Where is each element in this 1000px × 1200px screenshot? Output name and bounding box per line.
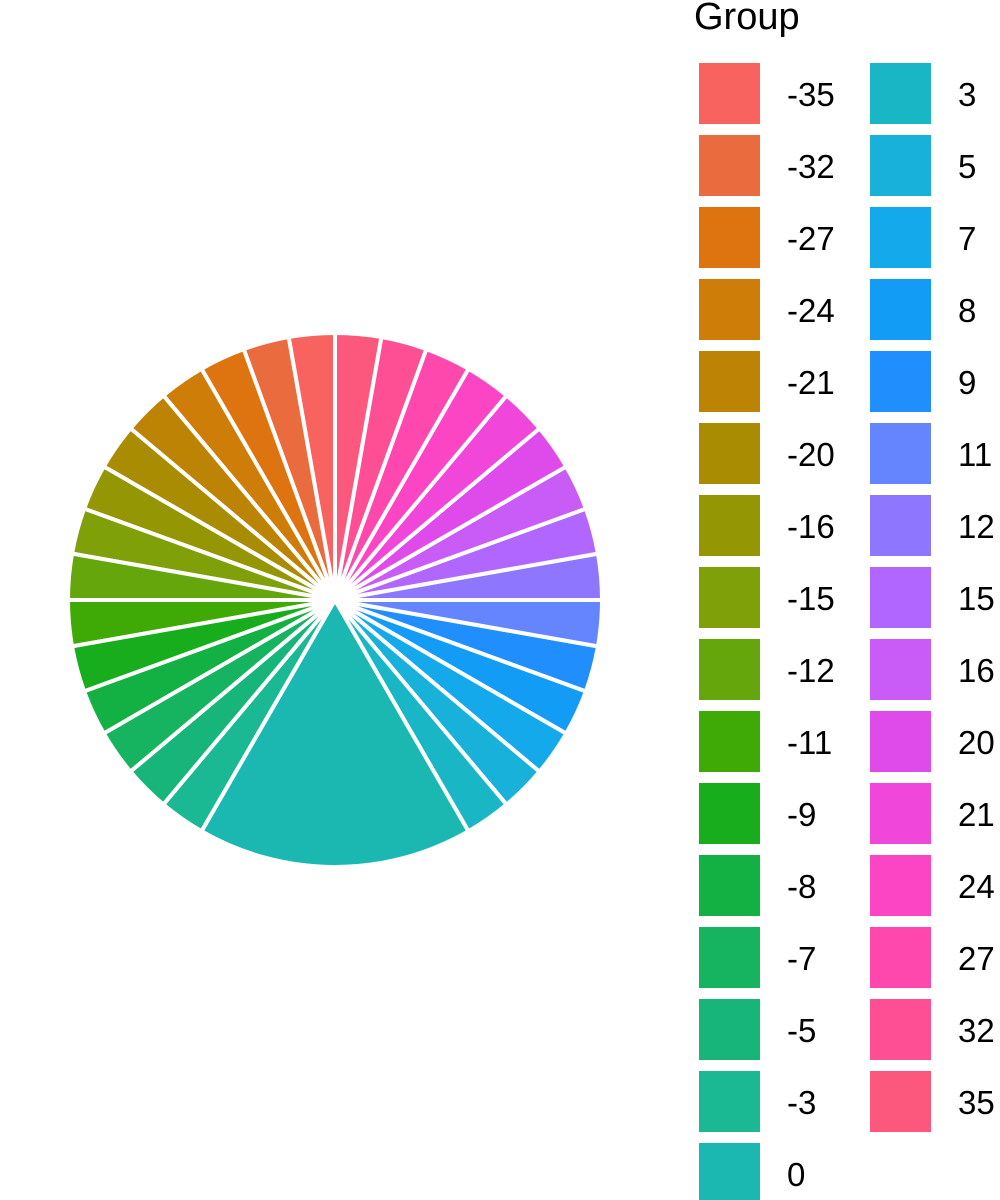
legend-swatch-3 <box>870 63 931 124</box>
legend-label-0: 0 <box>787 1156 805 1193</box>
legend-label-11: 11 <box>958 436 992 473</box>
legend-swatch--5 <box>699 999 760 1060</box>
legend-swatch--24 <box>699 279 760 340</box>
legend-swatch--16 <box>699 495 760 556</box>
pie-slice-0 <box>199 598 471 869</box>
legend-label-7: 7 <box>958 220 976 257</box>
legend-label--12: -12 <box>787 652 835 689</box>
legend-swatch-35 <box>870 1071 931 1132</box>
legend-swatch-27 <box>870 927 931 988</box>
legend-label-24: 24 <box>958 868 995 905</box>
legend-swatch--3 <box>699 1071 760 1132</box>
legend-swatch--35 <box>699 63 760 124</box>
legend-label--27: -27 <box>787 220 835 257</box>
legend-swatch-15 <box>870 567 931 628</box>
legend-swatch-11 <box>870 423 931 484</box>
legend-swatch-20 <box>870 711 931 772</box>
legend-label--5: -5 <box>787 1012 816 1049</box>
legend-label--15: -15 <box>787 580 835 617</box>
legend-label--7: -7 <box>787 940 816 977</box>
legend: Group -35-32-27-24-21-20-16-15-12-11-9-8… <box>694 0 995 1200</box>
pie-slice--3 <box>161 598 337 834</box>
legend-label-16: 16 <box>958 652 995 689</box>
legend-label--8: -8 <box>787 868 816 905</box>
legend-swatch-21 <box>870 783 931 844</box>
legend-label--20: -20 <box>787 436 835 473</box>
legend-label-27: 27 <box>958 940 995 977</box>
legend-label-8: 8 <box>958 292 976 329</box>
legend-label--9: -9 <box>787 796 816 833</box>
legend-label-20: 20 <box>958 724 995 761</box>
legend-swatch-0 <box>699 1143 760 1200</box>
legend-label-9: 9 <box>958 364 976 401</box>
legend-label-32: 32 <box>958 1012 995 1049</box>
legend-swatch-9 <box>870 351 931 412</box>
legend-swatch-16 <box>870 639 931 700</box>
pie-slices <box>66 331 604 869</box>
legend-swatch--32 <box>699 135 760 196</box>
legend-swatch-24 <box>870 855 931 916</box>
legend-swatch-32 <box>870 999 931 1060</box>
legend-label-3: 3 <box>958 76 976 113</box>
legend-swatch--7 <box>699 927 760 988</box>
legend-swatch--9 <box>699 783 760 844</box>
legend-swatch--15 <box>699 567 760 628</box>
legend-label-21: 21 <box>958 796 995 833</box>
legend-label--32: -32 <box>787 148 835 185</box>
legend-swatch-8 <box>870 279 931 340</box>
legend-swatch--11 <box>699 711 760 772</box>
legend-swatch--21 <box>699 351 760 412</box>
legend-label--3: -3 <box>787 1084 816 1121</box>
legend-swatch-5 <box>870 135 931 196</box>
legend-swatch-12 <box>870 495 931 556</box>
legend-label-15: 15 <box>958 580 995 617</box>
legend-label-12: 12 <box>958 508 995 545</box>
legend-label--16: -16 <box>787 508 835 545</box>
legend-swatch--12 <box>699 639 760 700</box>
legend-swatch--27 <box>699 207 760 268</box>
legend-swatch-7 <box>870 207 931 268</box>
legend-label--21: -21 <box>787 364 835 401</box>
legend-swatch--20 <box>699 423 760 484</box>
legend-label-5: 5 <box>958 148 976 185</box>
legend-label-35: 35 <box>958 1084 995 1121</box>
legend-title: Group <box>694 0 800 38</box>
legend-label--11: -11 <box>787 724 832 761</box>
legend-swatch--8 <box>699 855 760 916</box>
legend-label--35: -35 <box>787 76 835 113</box>
legend-label--24: -24 <box>787 292 835 329</box>
